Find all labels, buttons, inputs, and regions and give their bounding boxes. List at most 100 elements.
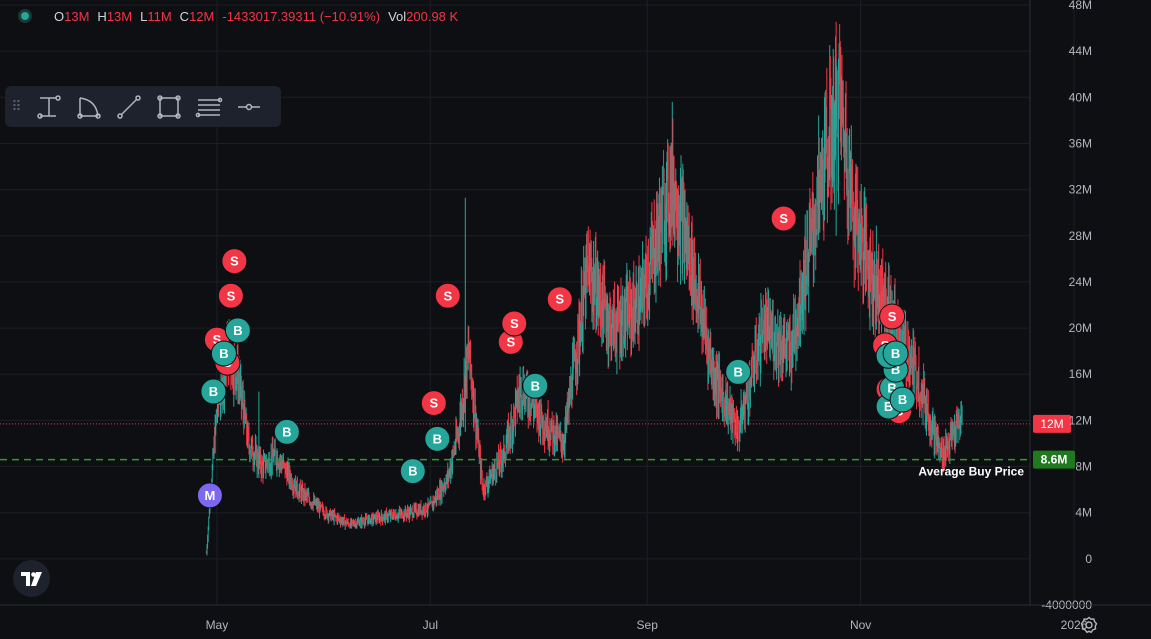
marker-circle (424, 425, 451, 452)
candles (205, 21, 963, 556)
marker-circle (522, 372, 549, 399)
high-label: H (97, 8, 107, 24)
marker-label: B (282, 424, 291, 439)
marker-circle (399, 458, 426, 485)
change-value: -1433017.39311 (−10.91%) (222, 8, 381, 24)
last-price-badge (1033, 414, 1071, 433)
y-tick-label: 16M (1069, 367, 1092, 381)
marker-circle (420, 390, 447, 417)
y-tick-label: 4M (1075, 506, 1092, 520)
marker-label: B (891, 346, 900, 361)
y-tick-label: 24M (1069, 275, 1092, 289)
marker-circle (770, 205, 797, 232)
tradingview-logo[interactable] (13, 560, 50, 597)
trade-marker-b: B (882, 340, 909, 367)
low-value: 11M (147, 8, 172, 24)
marker-label: B (219, 346, 228, 361)
time-axis: May Jul Sep Nov 2026 (0, 604, 1151, 632)
marker-label: B (531, 378, 540, 393)
last-price-label: 12M (1040, 417, 1063, 431)
y-tick-label: 40M (1069, 90, 1092, 104)
marker-circle (546, 286, 573, 313)
average-buy-price-badge (1033, 450, 1075, 469)
marker-label: B (733, 364, 742, 379)
marker-label: S (227, 288, 236, 303)
marker-label: S (888, 309, 897, 324)
marker-label: B (898, 392, 907, 407)
marker-label: S (510, 316, 519, 331)
close-value: 12M (189, 8, 215, 24)
marker-label: B (433, 431, 442, 446)
marker-label: S (555, 292, 564, 307)
open-label: O (54, 8, 65, 24)
marker-circle (196, 482, 223, 509)
trade-marker-s: S (546, 286, 573, 313)
marker-label: S (429, 396, 438, 411)
rectangle-icon[interactable] (149, 90, 189, 124)
y-tick-label: 12M (1069, 413, 1092, 427)
y-tick-label: 32M (1069, 183, 1092, 197)
price-axis: 48M44M40M36M32M28M24M20M16M12M8M4M0-4000… (1029, 0, 1092, 612)
marker-label: B (233, 323, 242, 338)
y-tick-label: 28M (1069, 229, 1092, 243)
x-tick-label: 2026 (1061, 618, 1088, 632)
y-tick-label: 36M (1069, 136, 1092, 150)
settings-gear-icon[interactable] (1080, 616, 1098, 634)
marker-circle (221, 248, 248, 275)
ohlc-legend: O 13M H 13M L 11M C 12M -1433017.39311 (−10.… (18, 6, 466, 26)
marker-circle (224, 317, 251, 344)
trade-marker-b: B (725, 358, 752, 385)
trade-marker-b: B (200, 378, 227, 405)
trade-marker-b: B (399, 458, 426, 485)
trade-marker-s: S (217, 282, 244, 309)
high-value: 13M (106, 8, 133, 24)
marker-circle (879, 303, 906, 330)
marker-label: S (213, 332, 222, 347)
marker-circle (200, 378, 227, 405)
trade-marker-b: B (210, 340, 237, 367)
y-tick-label: 44M (1069, 44, 1092, 58)
drawing-toolbar: ⠿ (5, 86, 281, 127)
trade-marker-s: S (434, 282, 461, 309)
marker-circle (725, 358, 752, 385)
marker-circle (501, 310, 528, 337)
measure-icon[interactable] (29, 90, 69, 124)
marker-circle (434, 282, 461, 309)
fib-lines-icon[interactable] (189, 90, 229, 124)
average-buy-price-value: 8.6M (1041, 453, 1068, 467)
trade-marker-b: B (273, 418, 300, 445)
trade-marker-s: S (420, 390, 447, 417)
marker-circle (889, 386, 916, 413)
x-tick-label: Sep (637, 618, 659, 632)
y-tick-label: 0 (1085, 552, 1092, 566)
trade-marker-s: S (879, 303, 906, 330)
trend-line-icon[interactable] (109, 90, 149, 124)
trade-marker-b: B (424, 425, 451, 452)
trade-markers: MBSSBSSBBBSBSSSBSBSSSSSBBBBBB (196, 205, 916, 509)
marker-label: S (779, 211, 788, 226)
marker-label: B (887, 381, 896, 396)
market-status-icon (18, 9, 32, 23)
marker-label: B (408, 464, 417, 479)
price-lines: 12M 8.6M Average Buy Price (0, 414, 1075, 479)
open-value: 13M (64, 8, 90, 24)
arc-icon[interactable] (69, 90, 109, 124)
horizontal-ray-icon[interactable] (229, 90, 269, 124)
trade-marker-b: B (224, 317, 251, 344)
trade-marker-b: B (889, 386, 916, 413)
marker-circle (273, 418, 300, 445)
low-label: L (140, 8, 148, 24)
trade-marker-s: S (221, 248, 248, 275)
marker-circle (882, 340, 909, 367)
y-tick-label: 8M (1075, 460, 1092, 474)
x-tick-label: Nov (850, 618, 871, 632)
marker-label: B (209, 384, 218, 399)
trade-marker-m: M (196, 482, 223, 509)
marker-label: S (443, 288, 452, 303)
x-tick-label: May (206, 618, 229, 632)
y-tick-label: 48M (1069, 0, 1092, 12)
y-tick-label: 20M (1069, 321, 1092, 335)
marker-label: B (891, 362, 900, 377)
drag-handle-icon[interactable]: ⠿ (11, 98, 23, 114)
